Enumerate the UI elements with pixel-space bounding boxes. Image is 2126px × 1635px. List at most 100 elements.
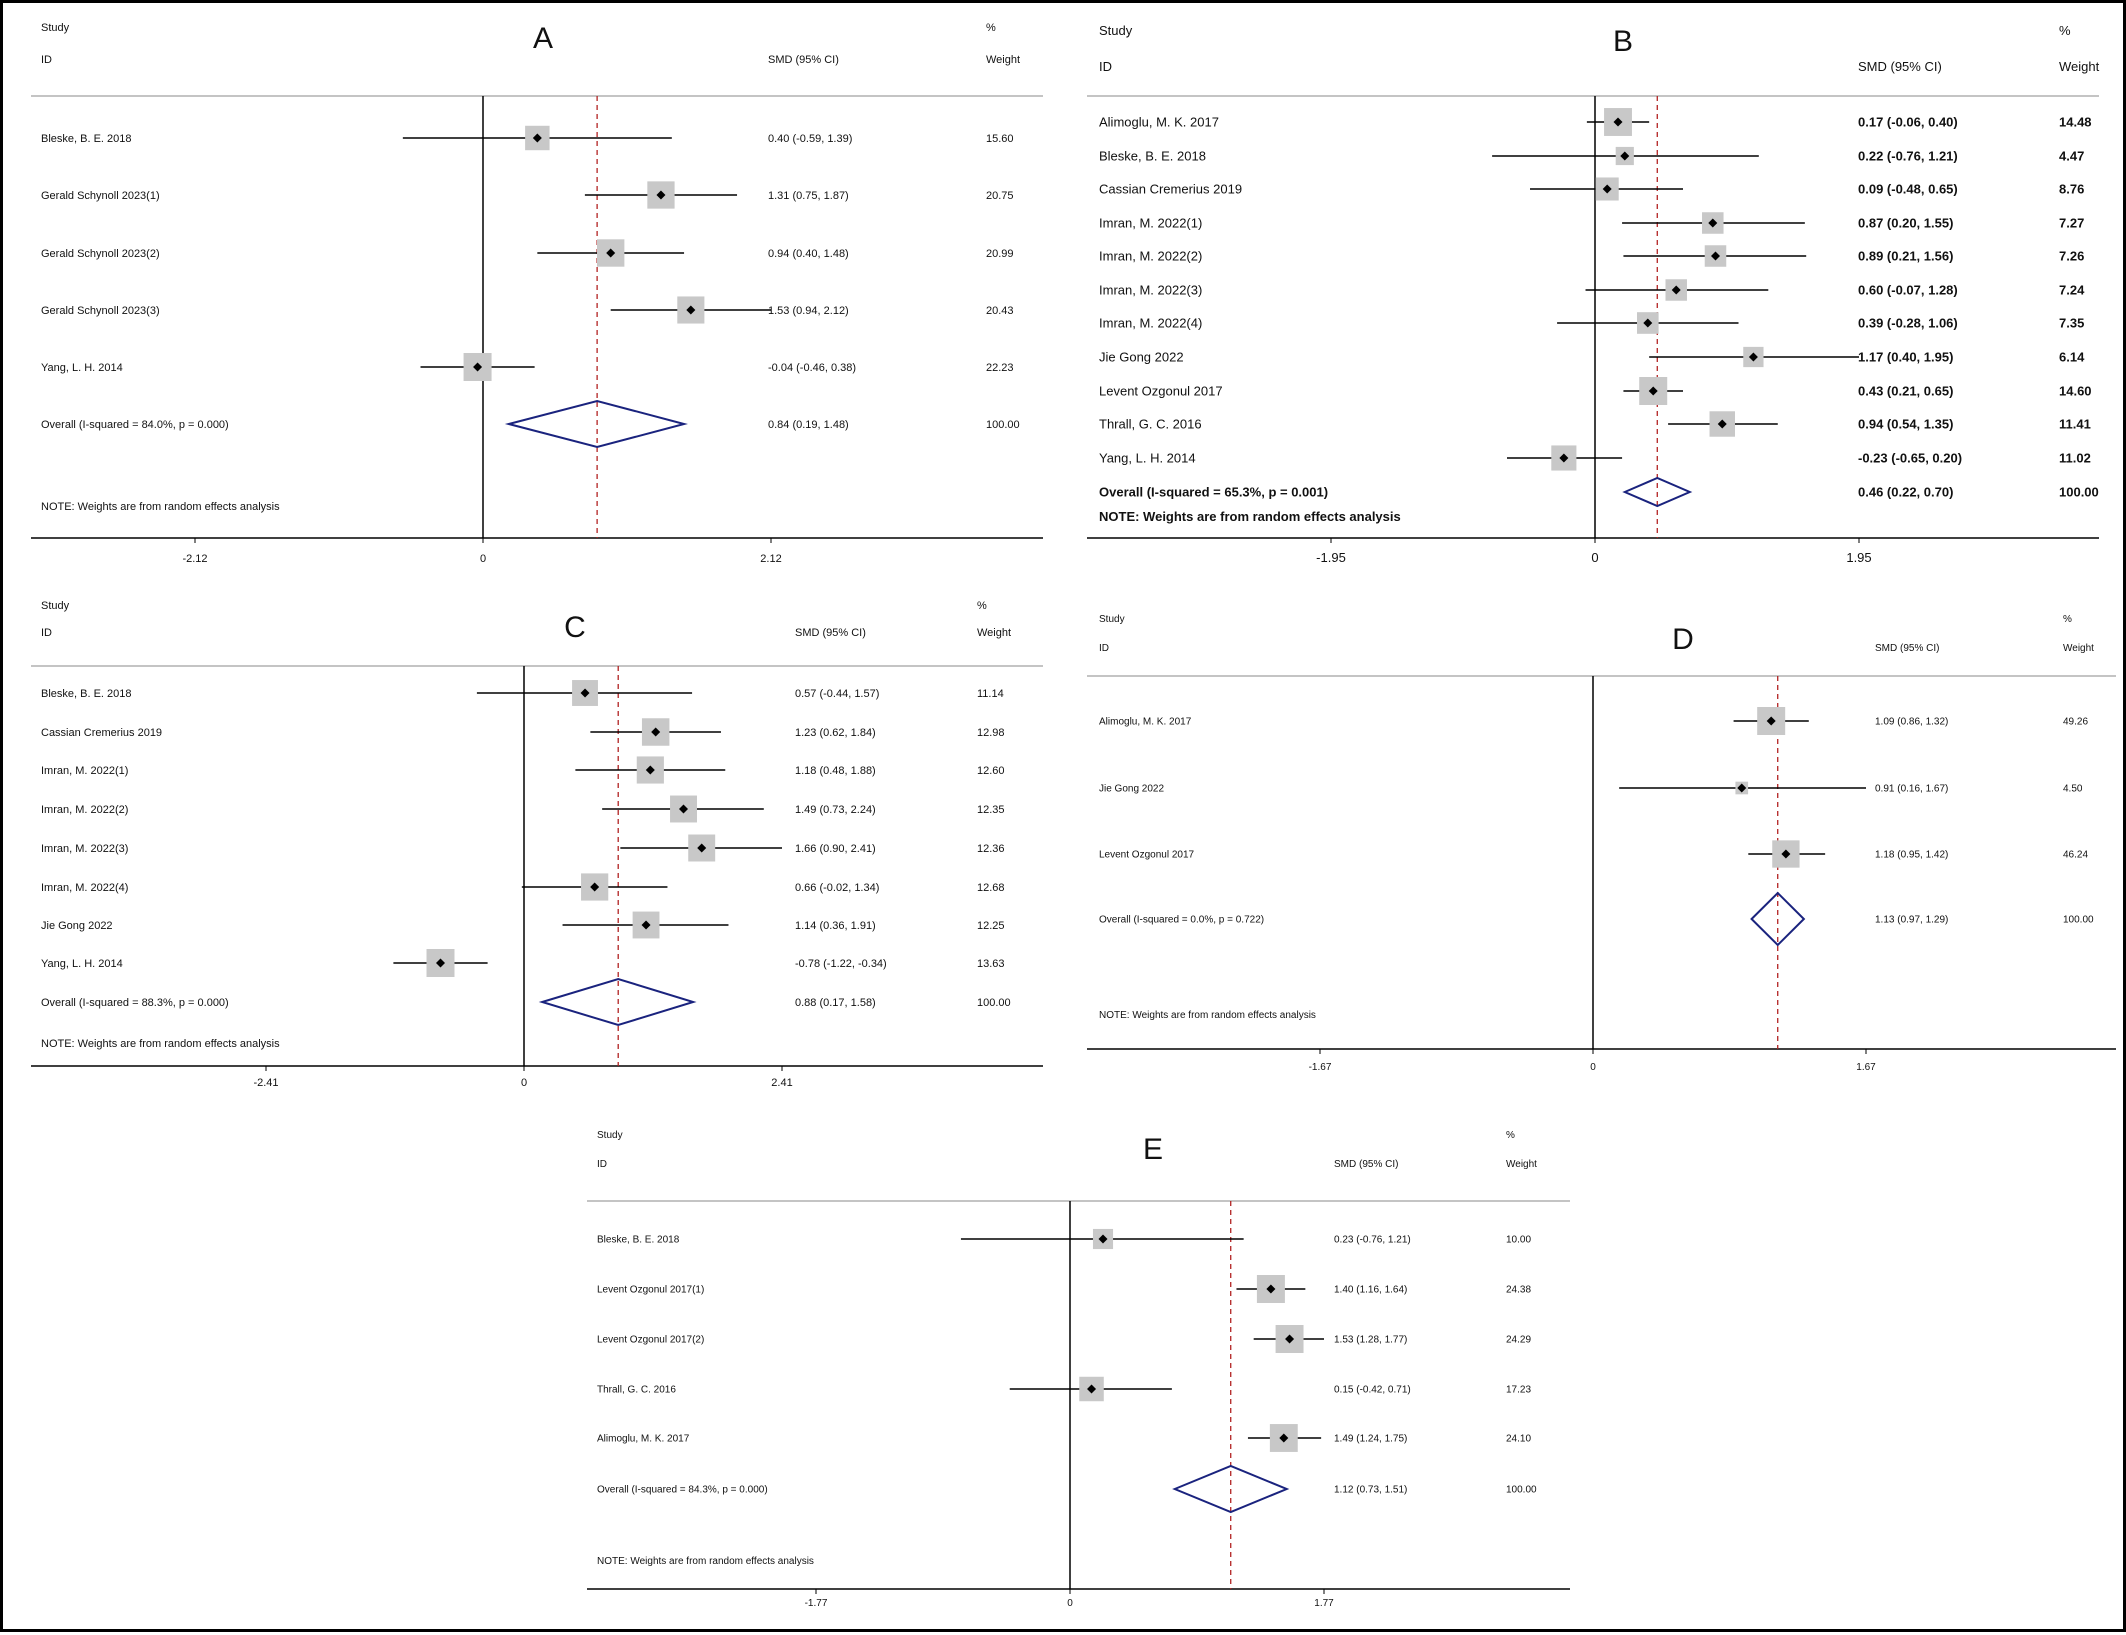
study-effect-text: 0.57 (-0.44, 1.57) — [795, 688, 879, 700]
point-estimate — [1710, 251, 1720, 261]
overall-weight-text: 100.00 — [2063, 915, 2094, 926]
point-estimate — [1285, 1334, 1295, 1344]
study-label: Levent Ozgonul 2017(1) — [597, 1285, 704, 1296]
forest-panel-a: A Study ID SMD (95% CI)% Weight -2.12 0 2.12 Ble… — [31, 22, 1043, 565]
study-effect-text: 1.40 (1.16, 1.64) — [1334, 1285, 1407, 1296]
header-id: ID — [41, 627, 52, 639]
header-smd: SMD (95% CI) — [1334, 1159, 1398, 1170]
study-row: Levent Ozgonul 2017 0.43 (0.21, 0.65) 14.6… — [1099, 377, 2092, 405]
header-smd: SMD (95% CI) — [1858, 59, 1942, 74]
study-label: Alimoglu, M. K. 2017 — [1099, 115, 1219, 130]
study-weight-text: 13.63 — [977, 958, 1005, 970]
header-weight: Weight — [986, 54, 1020, 66]
study-row: Imran, M. 2022(4) 0.39 (-0.28, 1.06) 7.35 — [1099, 312, 2084, 334]
study-label: Levent Ozgonul 2017 — [1099, 850, 1195, 861]
header-study: Study — [1099, 614, 1125, 625]
x-tick-label: 1.67 — [1856, 1062, 1876, 1073]
forest-plot-figure: A Study ID SMD (95% CI)% Weight -2.12 0 2.12 Ble… — [31, 22, 2116, 1609]
point-estimate — [1737, 783, 1747, 793]
point-estimate — [1648, 386, 1658, 396]
weights-note: NOTE: Weights are from random effects an… — [41, 1038, 280, 1050]
study-effect-text: 0.60 (-0.07, 1.28) — [1858, 283, 1958, 298]
study-row: Imran, M. 2022(1) 1.18 (0.48, 1.88) 12.60 — [41, 756, 1005, 784]
study-row: Gerald Schynoll 2023(2) 0.94 (0.40, 1.48)… — [41, 239, 1014, 267]
study-label: Thrall, G. C. 2016 — [1099, 417, 1202, 432]
header-percent: % — [986, 22, 996, 34]
study-weight-text: 15.60 — [986, 133, 1014, 145]
study-weight-text: 46.24 — [2063, 850, 2088, 861]
study-weight-text: 11.02 — [2059, 451, 2091, 466]
study-row: Bleske, B. E. 2018 0.23 (-0.76, 1.21) 10.0… — [597, 1228, 1531, 1250]
header-percent: % — [1506, 1130, 1515, 1141]
study-weight-text: 12.25 — [977, 920, 1005, 932]
point-estimate — [656, 190, 666, 200]
study-label: Bleske, B. E. 2018 — [41, 688, 132, 700]
study-label: Imran, M. 2022(3) — [41, 843, 128, 855]
forest-panel-c: C Study ID SMD (95% CI)% Weight -2.41 0 2.41 Ble… — [31, 600, 1043, 1089]
study-weight-text: 17.23 — [1506, 1385, 1531, 1396]
header-weight: Weight — [1506, 1159, 1537, 1170]
forest-panel-e: E Study ID SMD (95% CI)% Weight -1.77 0 1.77 Ble… — [587, 1130, 1570, 1609]
x-tick-label: -2.12 — [182, 553, 207, 565]
study-weight-text: 6.14 — [2059, 350, 2085, 365]
header-id: ID — [597, 1159, 607, 1170]
study-effect-text: 1.09 (0.86, 1.32) — [1875, 717, 1948, 728]
study-row: Jie Gong 2022 1.17 (0.40, 1.95) 6.14 — [1099, 346, 2085, 368]
panel-letter: A — [533, 22, 553, 55]
study-effect-text: 0.15 (-0.42, 0.71) — [1334, 1385, 1411, 1396]
overall-diamond — [1622, 476, 1693, 508]
study-row: Levent Ozgonul 2017(2) 1.53 (1.28, 1.77) 2… — [597, 1325, 1531, 1353]
study-row: Yang, L. H. 2014 -0.78 (-1.22, -0.34) 13.6… — [41, 949, 1005, 977]
study-row: Yang, L. H. 2014 -0.04 (-0.46, 0.38) 22.23 — [41, 353, 1014, 381]
overall-label: Overall (I-squared = 84.3%, p = 0.000) — [597, 1485, 768, 1496]
x-tick-label: 0 — [1591, 550, 1598, 565]
study-label: Imran, M. 2022(3) — [1099, 283, 1202, 298]
study-weight-text: 7.24 — [2059, 283, 2085, 298]
header-weight: Weight — [2063, 643, 2094, 654]
overall-row: Overall (I-squared = 84.3%, p = 0.000) 1.… — [597, 1464, 1537, 1514]
overall-effect-text: 0.84 (0.19, 1.48) — [768, 419, 849, 431]
study-row: Alimoglu, M. K. 2017 0.17 (-0.06, 0.40) 14… — [1099, 108, 2092, 136]
study-effect-text: 0.66 (-0.02, 1.34) — [795, 882, 879, 894]
weights-note: NOTE: Weights are from random effects an… — [41, 501, 280, 513]
weights-note: NOTE: Weights are from random effects an… — [1099, 509, 1401, 524]
study-row: Imran, M. 2022(1) 0.87 (0.20, 1.55) 7.27 — [1099, 212, 2084, 234]
study-label: Gerald Schynoll 2023(2) — [41, 248, 160, 260]
x-tick-label: -2.41 — [253, 1077, 278, 1089]
x-tick-label: 0 — [480, 553, 486, 565]
point-estimate — [641, 920, 651, 930]
study-weight-text: 12.35 — [977, 804, 1005, 816]
study-row: Jie Gong 2022 0.91 (0.16, 1.67) 4.50 — [1099, 781, 2083, 795]
study-weight-text: 11.14 — [977, 688, 1004, 700]
overall-weight-text: 100.00 — [977, 997, 1011, 1009]
study-effect-text: 1.49 (0.73, 2.24) — [795, 804, 876, 816]
panel-letter: E — [1143, 1133, 1163, 1166]
study-row: Cassian Cremerius 2019 1.23 (0.62, 1.84) 1… — [41, 718, 1005, 746]
header-study: Study — [597, 1130, 623, 1141]
point-estimate — [590, 882, 600, 892]
study-effect-text: 0.87 (0.20, 1.55) — [1858, 216, 1953, 231]
study-weight-text: 12.36 — [977, 843, 1005, 855]
study-row: Levent Ozgonul 2017(1) 1.40 (1.16, 1.64) 2… — [597, 1275, 1531, 1303]
study-row: Bleske, B. E. 2018 0.40 (-0.59, 1.39) 15.6… — [41, 125, 1014, 151]
x-tick-label: 0 — [1590, 1062, 1596, 1073]
x-tick-label: 2.41 — [771, 1077, 792, 1089]
point-estimate — [580, 688, 590, 698]
overall-label: Overall (I-squared = 65.3%, p = 0.001) — [1099, 485, 1328, 500]
x-tick-label: 2.12 — [760, 553, 781, 565]
study-weight-text: 20.75 — [986, 190, 1014, 202]
overall-weight-text: 100.00 — [1506, 1485, 1537, 1496]
panel-letter: C — [564, 611, 586, 644]
study-weight-text: 12.98 — [977, 727, 1005, 739]
overall-row: Overall (I-squared = 0.0%, p = 0.722) 1.1… — [1099, 891, 2094, 947]
study-weight-text: 22.23 — [986, 362, 1014, 374]
overall-row: Overall (I-squared = 84.0%, p = 0.000) 0.… — [41, 399, 1020, 449]
study-row: Gerald Schynoll 2023(3) 1.53 (0.94, 2.12)… — [41, 296, 1014, 324]
study-effect-text: 1.53 (0.94, 2.12) — [768, 305, 849, 317]
weights-note: NOTE: Weights are from random effects an… — [1099, 1010, 1316, 1021]
point-estimate — [1559, 453, 1569, 463]
study-label: Jie Gong 2022 — [1099, 784, 1164, 795]
study-label: Bleske, B. E. 2018 — [597, 1235, 680, 1246]
study-effect-text: 0.94 (0.54, 1.35) — [1858, 417, 1953, 432]
point-estimate — [1748, 352, 1758, 362]
